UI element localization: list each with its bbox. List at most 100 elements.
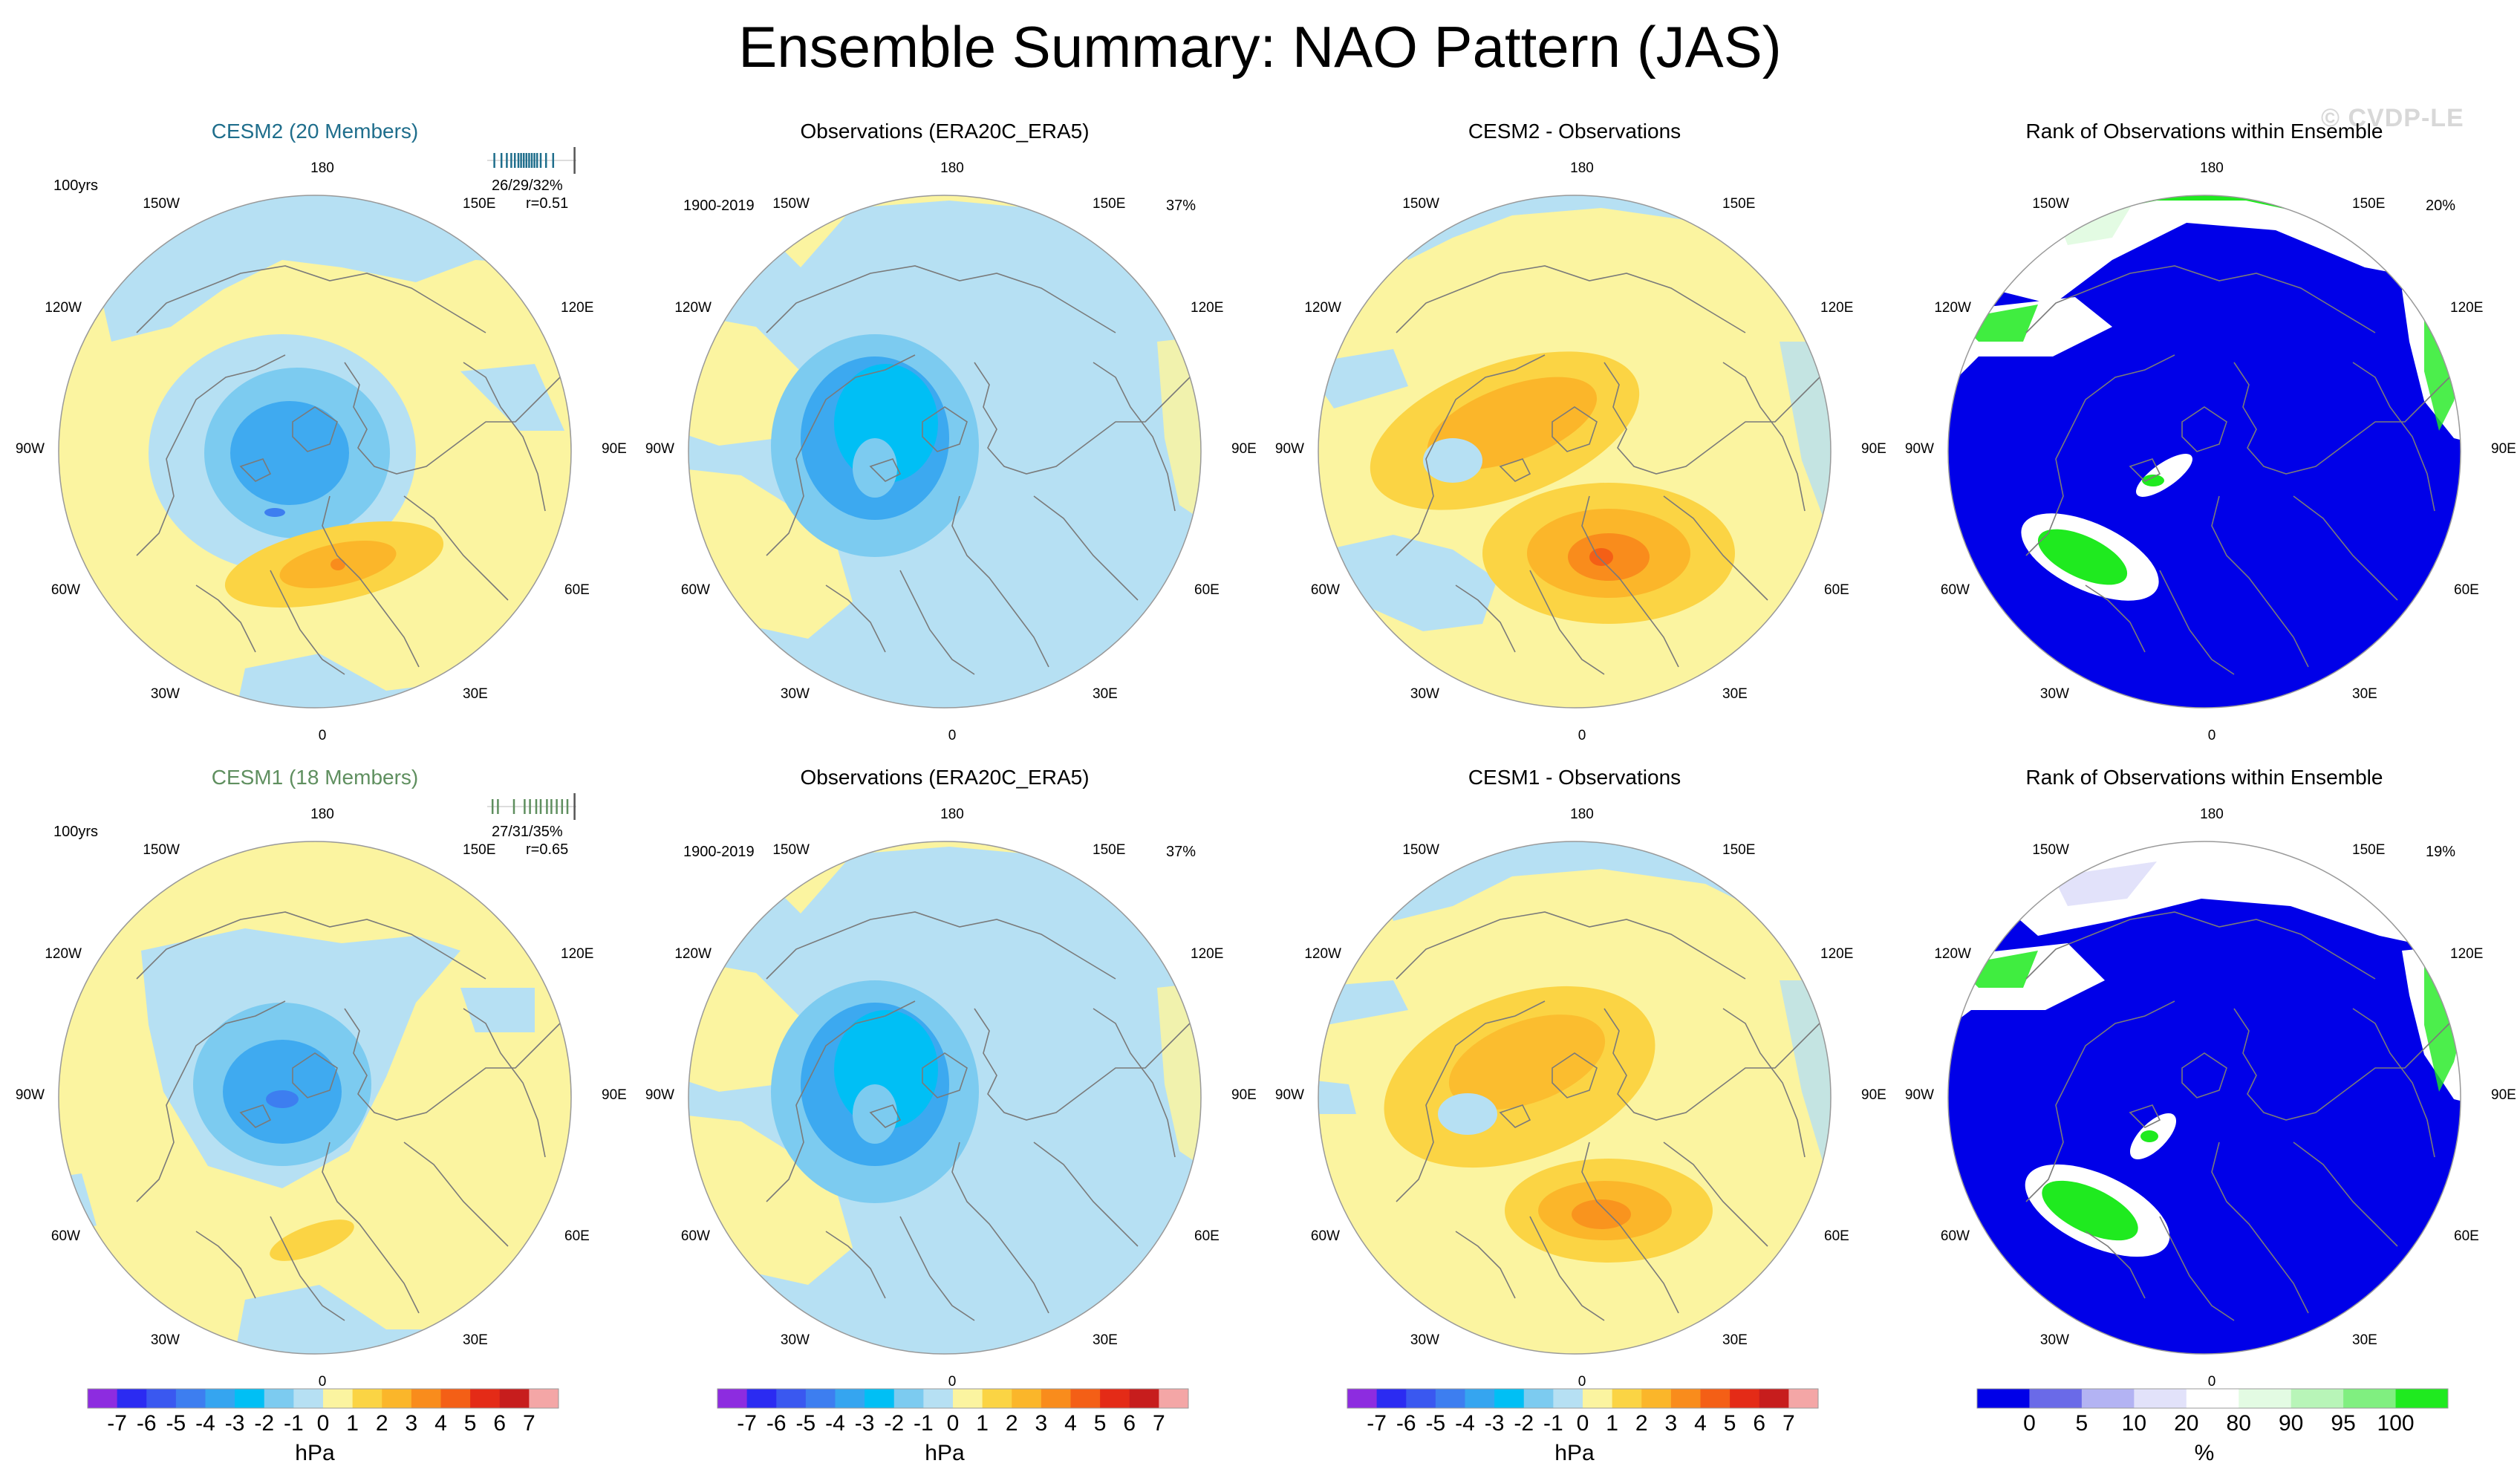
colorbar-label: 6 xyxy=(1123,1411,1136,1436)
colorbar-swatch xyxy=(1494,1389,1525,1408)
colorbar-frame xyxy=(1347,1388,1819,1409)
colorbar-unit: hPa xyxy=(1554,1441,1595,1465)
stats-label: 26/29/32% xyxy=(492,178,563,194)
lon-120e: 120E xyxy=(2450,946,2483,962)
lon-150w: 150W xyxy=(772,196,810,212)
lon-60e: 60E xyxy=(1824,582,1849,598)
lon-150e: 150E xyxy=(1722,196,1755,212)
lon-60w: 60W xyxy=(51,582,80,598)
colorbar-label: 2 xyxy=(1635,1411,1648,1436)
variance-label: 37% xyxy=(1166,844,1196,860)
colorbar-swatch xyxy=(2134,1389,2187,1408)
colorbar-swatch xyxy=(1759,1389,1789,1408)
colorbar-swatch xyxy=(411,1389,441,1408)
panel-title: CESM2 (20 Members) xyxy=(211,120,419,143)
lon-60e: 60E xyxy=(1194,1228,1220,1244)
lon-30e: 30E xyxy=(2352,1332,2377,1348)
colorbar-swatch xyxy=(1041,1389,1071,1408)
colorbar-swatch xyxy=(2186,1389,2239,1408)
lon-30w: 30W xyxy=(781,686,810,702)
lon-120e: 120E xyxy=(1820,946,1853,962)
colorbar-label: 1 xyxy=(346,1411,359,1436)
rank-percent-label: 19% xyxy=(2426,844,2456,860)
colorbar-swatch xyxy=(1700,1389,1731,1408)
lon-90w: 90W xyxy=(16,1087,45,1103)
lon-90w: 90W xyxy=(1275,1087,1304,1103)
lon-150e: 150E xyxy=(1722,842,1755,858)
colorbar-rank: 0 5 10 20 80 90 95 100 % xyxy=(1889,1387,2519,1469)
colorbar-label: 4 xyxy=(1064,1411,1077,1436)
colorbar-label: -7 xyxy=(1367,1411,1387,1436)
lon-30w: 30W xyxy=(781,1332,810,1348)
panel-title: Rank of Observations within Ensemble xyxy=(2025,120,2383,143)
lon-120w: 120W xyxy=(1304,300,1341,316)
colorbar-label: 0 xyxy=(1577,1411,1589,1436)
colorbar-scale: -7 -6 -5 -4 -3 -2 -1 0 1 2 3 4 5 6 7 xyxy=(87,1388,559,1436)
lon-30e: 30E xyxy=(1093,1332,1118,1348)
colorbar-swatch xyxy=(175,1389,206,1408)
colorbar-label: -3 xyxy=(225,1411,245,1436)
colorbar-label: -3 xyxy=(855,1411,875,1436)
colorbar-swatch xyxy=(146,1389,177,1408)
lon-90w: 90W xyxy=(1275,441,1304,457)
colorbar-label: 0 xyxy=(317,1411,330,1436)
colorbar-label: 6 xyxy=(1753,1411,1765,1436)
colorbar-label: 5 xyxy=(2076,1411,2088,1436)
colorbar-label: -1 xyxy=(284,1411,304,1436)
colorbar-label: -1 xyxy=(1543,1411,1563,1436)
panel-title: Rank of Observations within Ensemble xyxy=(2025,766,2383,789)
panel-cesm2-pattern: CESM2 (20 Members) 100yrs 26/29/32% r=0.… xyxy=(0,119,630,765)
lon-150w: 150W xyxy=(2032,842,2069,858)
colorbar-label: -5 xyxy=(796,1411,816,1436)
colorbar-label: 90 xyxy=(2279,1411,2303,1436)
lon-150w: 150W xyxy=(143,196,180,212)
field xyxy=(1948,195,2461,708)
colorbar-label: -2 xyxy=(1514,1411,1534,1436)
colorbar-label: 10 xyxy=(2122,1411,2146,1436)
colorbar-swatch xyxy=(982,1389,1012,1408)
colorbar-label: 4 xyxy=(434,1411,447,1436)
colorbar-swatch xyxy=(1612,1389,1642,1408)
colorbar-pressure-1: -7 -6 -5 -4 -3 -2 -1 0 1 2 3 4 5 6 7 hPa xyxy=(0,1387,630,1469)
lon-180: 180 xyxy=(940,807,964,822)
panel-observations-2: Observations (ERA20C_ERA5) 1900-2019 37%… xyxy=(630,765,1260,1411)
colorbar-swatch xyxy=(746,1389,777,1408)
lon-120w: 120W xyxy=(1934,300,1971,316)
lon-30e: 30E xyxy=(1093,686,1118,702)
colorbar-label: -2 xyxy=(254,1411,274,1436)
lon-120w: 120W xyxy=(45,300,82,316)
colorbar-swatch xyxy=(1129,1389,1159,1408)
lon-0: 0 xyxy=(948,1374,957,1390)
lon-180: 180 xyxy=(2200,807,2224,822)
colorbar-unit: hPa xyxy=(295,1441,335,1465)
lon-30w: 30W xyxy=(2040,686,2069,702)
panel-title: CESM1 - Observations xyxy=(1468,766,1681,789)
watermark: © CVDP-LE xyxy=(2321,104,2464,132)
lon-0: 0 xyxy=(2208,1374,2216,1390)
lon-30e: 30E xyxy=(1722,1332,1748,1348)
colorbar-label: 1 xyxy=(976,1411,989,1436)
stats-label: 27/31/35% xyxy=(492,824,563,840)
colorbar-label: -4 xyxy=(825,1411,845,1436)
colorbar-swatch xyxy=(1347,1389,1378,1408)
colorbar-swatch xyxy=(1670,1389,1701,1408)
colorbar-swatch xyxy=(1583,1389,1613,1408)
colorbar-pressure-2: -7 -6 -5 -4 -3 -2 -1 0 1 2 3 4 5 6 7 hPa xyxy=(630,1387,1260,1469)
colorbar-label: -2 xyxy=(884,1411,904,1436)
lon-90e: 90E xyxy=(2491,1087,2516,1103)
lon-150e: 150E xyxy=(1093,196,1125,212)
member-ticks xyxy=(487,793,576,820)
polar-map: 180 0 150W 150E 120W 120E 90W 90E 60W 60… xyxy=(645,160,1257,743)
colorbar-label: -1 xyxy=(914,1411,934,1436)
colorbar-swatch xyxy=(2081,1389,2135,1408)
colorbar-swatch xyxy=(717,1389,748,1408)
colorbar-label: 0 xyxy=(2023,1411,2036,1436)
colorbar-label: 80 xyxy=(2227,1411,2251,1436)
lon-120w: 120W xyxy=(674,300,712,316)
lon-90e: 90E xyxy=(1861,1087,1886,1103)
colorbar-label: 6 xyxy=(493,1411,506,1436)
colorbar-label: 2 xyxy=(1006,1411,1018,1436)
colorbar-swatch xyxy=(352,1389,382,1408)
lon-150w: 150W xyxy=(2032,196,2069,212)
colorbar-swatch xyxy=(953,1389,983,1408)
